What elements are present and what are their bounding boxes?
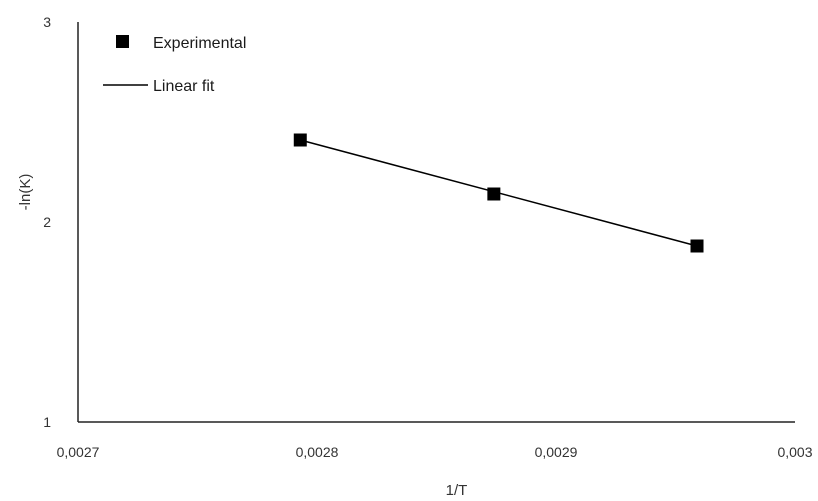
data-point: [293, 133, 307, 147]
y-tick-labels: 1 2 3: [43, 14, 51, 430]
legend-label-linear-fit: Linear fit: [153, 78, 215, 95]
x-axis-title: 1/T: [446, 482, 468, 499]
data-point: [690, 239, 704, 253]
legend-label-experimental: Experimental: [153, 35, 246, 52]
x-tick-label: 0,0027: [57, 444, 100, 460]
y-tick-label: 2: [43, 214, 51, 230]
data-point: [487, 187, 501, 201]
legend: Experimental Linear fit: [103, 35, 246, 95]
x-tick-label: 0,0028: [296, 444, 339, 460]
x-tick-label: 0,0029: [535, 444, 578, 460]
y-tick-label: 3: [43, 14, 51, 30]
plot-area: [293, 133, 704, 253]
x-tick-label: 0,003: [777, 444, 812, 460]
y-axis-title: -ln(K): [17, 174, 34, 211]
legend-marker-experimental: [116, 35, 129, 48]
y-tick-label: 1: [43, 414, 51, 430]
axes: [77, 22, 795, 423]
x-tick-labels: 0,0027 0,0028 0,0029 0,003: [57, 444, 813, 460]
